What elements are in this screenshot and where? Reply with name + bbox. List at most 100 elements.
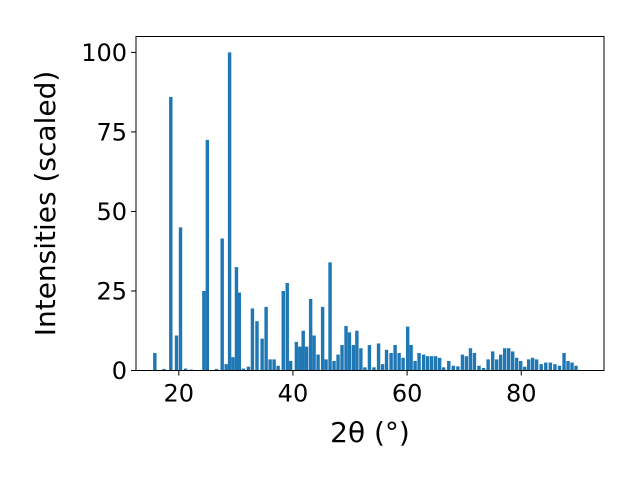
bar <box>324 359 328 371</box>
bar <box>153 353 157 371</box>
bar <box>288 360 293 371</box>
bar <box>539 364 543 371</box>
bar <box>477 365 481 371</box>
bar <box>389 353 393 371</box>
bar <box>486 359 490 371</box>
bar <box>214 368 219 371</box>
y-tick-label: 0 <box>112 357 127 385</box>
x-axis-label: 2θ (°) <box>330 416 410 449</box>
bar <box>316 354 320 371</box>
bar <box>355 330 359 371</box>
bar <box>308 298 313 371</box>
bar <box>320 306 325 371</box>
bar <box>234 267 239 371</box>
bar <box>301 330 305 371</box>
x-tick-label: 40 <box>278 380 309 408</box>
bar <box>574 365 578 371</box>
bar <box>162 368 166 371</box>
bar <box>347 332 352 371</box>
bar <box>544 362 548 371</box>
bars-group <box>153 52 578 371</box>
y-axis-ticks: 0 25 50 75 100 <box>81 39 136 385</box>
bar <box>570 362 574 371</box>
bar <box>340 345 344 371</box>
bar <box>220 238 224 371</box>
bar <box>481 367 486 371</box>
bar <box>437 357 442 371</box>
bar <box>276 365 280 371</box>
bar <box>304 346 309 371</box>
bar <box>384 349 389 371</box>
bar <box>514 357 519 371</box>
bar <box>468 348 473 371</box>
bar <box>202 290 206 371</box>
bar <box>548 362 553 371</box>
bar <box>169 96 173 371</box>
bar <box>397 353 401 371</box>
bar <box>328 262 332 371</box>
bar <box>336 354 340 371</box>
bar <box>264 306 268 371</box>
bar <box>425 356 430 371</box>
bar <box>553 364 557 371</box>
bar <box>294 341 299 371</box>
bar <box>250 308 255 371</box>
bar <box>205 139 210 371</box>
bar <box>268 359 272 371</box>
bar <box>566 360 570 371</box>
bar <box>557 365 562 371</box>
x-tick-label: 80 <box>506 380 537 408</box>
bar <box>393 345 397 371</box>
bar <box>380 364 385 371</box>
bar <box>241 368 246 371</box>
bar <box>417 353 421 371</box>
bar <box>413 360 417 371</box>
bar <box>255 321 259 371</box>
bar <box>183 368 188 371</box>
bar <box>351 345 356 371</box>
x-tick-label: 20 <box>164 380 195 408</box>
bar <box>506 348 511 371</box>
bar <box>178 227 183 371</box>
bar <box>464 356 469 371</box>
bar <box>298 346 302 371</box>
bar <box>518 360 523 371</box>
bar <box>231 357 235 371</box>
bar <box>502 348 507 371</box>
y-tick-label: 25 <box>96 277 127 305</box>
bar <box>367 345 372 371</box>
bar <box>376 343 381 371</box>
y-tick-label: 100 <box>81 39 127 67</box>
bar <box>498 354 503 371</box>
bar <box>363 367 367 371</box>
bar <box>460 354 465 371</box>
bar <box>281 290 285 371</box>
bar <box>447 360 451 371</box>
bar <box>272 359 276 371</box>
bar <box>530 357 535 371</box>
bar <box>224 364 228 371</box>
bar <box>344 325 348 371</box>
bar <box>562 353 566 371</box>
bar <box>429 356 434 371</box>
bar <box>451 365 456 371</box>
bar <box>472 353 477 371</box>
bar <box>359 348 363 371</box>
bar <box>285 283 289 371</box>
bar <box>401 357 405 371</box>
bar <box>433 356 438 371</box>
bar <box>409 345 413 371</box>
bar <box>237 292 242 371</box>
bar <box>491 351 495 371</box>
y-tick-label: 50 <box>96 198 127 226</box>
bar <box>405 326 410 371</box>
bar <box>534 359 539 371</box>
y-axis-label: Intensities (scaled) <box>29 71 62 337</box>
bar <box>260 338 264 371</box>
bar <box>522 366 527 371</box>
x-axis-ticks: 20 40 60 80 <box>164 370 537 408</box>
bar <box>174 335 179 371</box>
bar <box>510 351 515 371</box>
bar <box>227 52 232 371</box>
